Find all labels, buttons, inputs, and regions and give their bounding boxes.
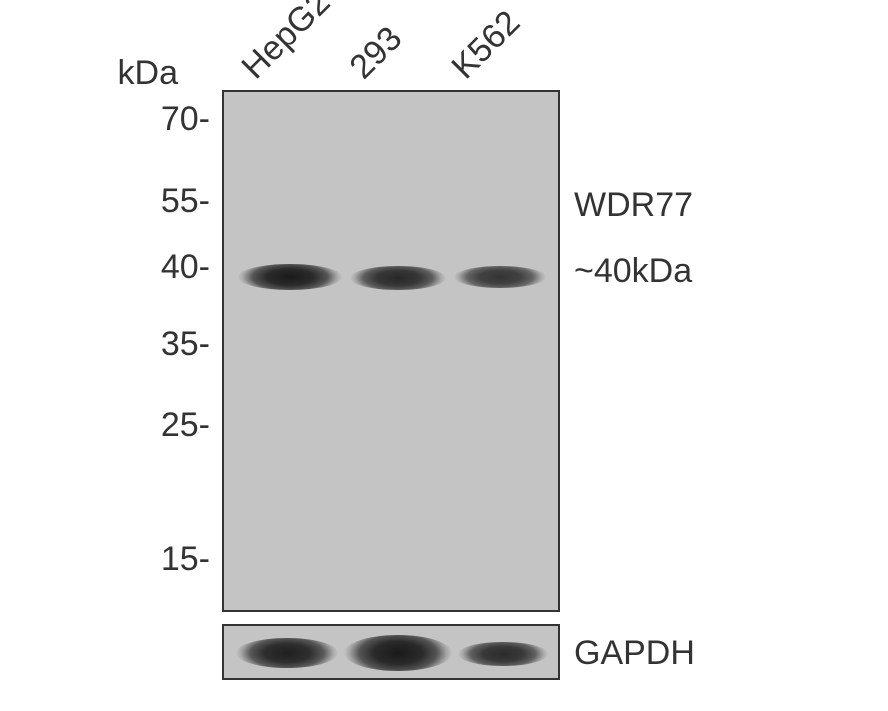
marker-35: 35- — [130, 325, 210, 364]
protein-size-label: ~40kDa — [574, 252, 692, 291]
gapdh-band-k562 — [458, 642, 548, 666]
lane-label-k562: K562 — [444, 3, 528, 87]
main-blot-panel — [222, 90, 560, 612]
gapdh-band-293 — [344, 635, 452, 671]
figure-root: kDa HepG2 293 K562 70- 55- 40- 35- 25- 1… — [0, 0, 888, 711]
loading-blot-panel — [222, 624, 560, 680]
loading-control-label: GAPDH — [574, 634, 695, 673]
kda-header: kDa — [98, 54, 178, 93]
wdr77-band-k562 — [454, 266, 546, 288]
wdr77-band-293 — [350, 266, 446, 290]
marker-15: 15- — [130, 540, 210, 579]
marker-70: 70- — [130, 100, 210, 139]
marker-25: 25- — [130, 406, 210, 445]
protein-name-label: WDR77 — [574, 186, 693, 225]
marker-55: 55- — [130, 182, 210, 221]
marker-40: 40- — [130, 248, 210, 287]
lane-label-hepg2: HepG2 — [234, 0, 338, 87]
lane-label-293: 293 — [342, 19, 410, 87]
gapdh-band-hepg2 — [236, 638, 338, 668]
wdr77-band-hepg2 — [238, 264, 342, 290]
